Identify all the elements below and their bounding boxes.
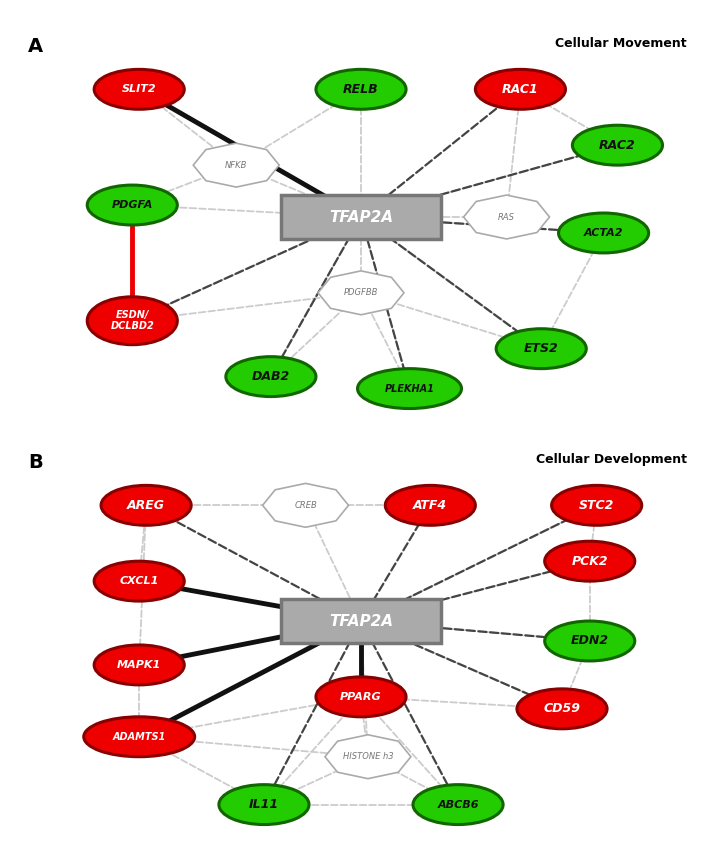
Text: A: A (28, 37, 43, 56)
Text: PPARG: PPARG (340, 692, 382, 702)
Text: ACTA2: ACTA2 (584, 228, 623, 238)
Ellipse shape (94, 561, 184, 601)
Ellipse shape (316, 677, 406, 717)
Ellipse shape (87, 185, 178, 225)
Text: ADAMTS1: ADAMTS1 (113, 732, 166, 742)
Ellipse shape (226, 357, 316, 396)
Text: B: B (28, 453, 43, 472)
Text: Cellular Movement: Cellular Movement (555, 37, 687, 50)
FancyBboxPatch shape (282, 195, 440, 239)
Polygon shape (325, 734, 411, 779)
Text: ETS2: ETS2 (524, 342, 559, 355)
Ellipse shape (544, 621, 635, 661)
Ellipse shape (94, 70, 184, 110)
Ellipse shape (94, 645, 184, 685)
Text: EDN2: EDN2 (570, 634, 609, 648)
Ellipse shape (544, 542, 635, 582)
Ellipse shape (413, 784, 503, 824)
Text: TFAP2A: TFAP2A (329, 210, 393, 224)
Text: ESDN/
DCLBD2: ESDN/ DCLBD2 (110, 311, 154, 331)
Text: STC2: STC2 (579, 499, 614, 512)
Text: CREB: CREB (294, 501, 317, 510)
Polygon shape (263, 483, 349, 527)
Ellipse shape (87, 297, 178, 345)
Ellipse shape (386, 486, 475, 526)
Text: PCK2: PCK2 (571, 554, 608, 568)
Text: RAC2: RAC2 (599, 138, 636, 152)
Text: Cellular Development: Cellular Development (536, 453, 687, 466)
Text: DAB2: DAB2 (252, 370, 290, 383)
Ellipse shape (517, 689, 607, 728)
Ellipse shape (552, 486, 642, 526)
Text: RAS: RAS (498, 212, 515, 222)
Text: MAPK1: MAPK1 (117, 660, 161, 670)
Text: RAC1: RAC1 (502, 83, 539, 96)
Polygon shape (464, 195, 549, 239)
Text: PDGFA: PDGFA (112, 200, 153, 210)
Text: CD59: CD59 (544, 702, 580, 716)
Text: TFAP2A: TFAP2A (329, 614, 393, 628)
Text: CXCL1: CXCL1 (120, 576, 159, 586)
Ellipse shape (573, 126, 663, 166)
Text: ABCB6: ABCB6 (438, 800, 479, 810)
Ellipse shape (316, 70, 406, 110)
Text: PLEKHA1: PLEKHA1 (385, 384, 435, 394)
Ellipse shape (101, 486, 191, 526)
Text: HISTONE h3: HISTONE h3 (343, 752, 393, 762)
Text: PDGFBB: PDGFBB (344, 289, 378, 297)
Polygon shape (193, 143, 279, 187)
Text: IL11: IL11 (249, 798, 279, 811)
Polygon shape (318, 271, 404, 315)
Ellipse shape (496, 329, 586, 368)
Text: NFKB: NFKB (225, 160, 248, 170)
Text: ATF4: ATF4 (413, 499, 448, 512)
Text: AREG: AREG (127, 499, 165, 512)
Ellipse shape (84, 717, 195, 756)
Ellipse shape (219, 784, 309, 824)
Ellipse shape (357, 368, 461, 408)
Text: SLIT2: SLIT2 (122, 84, 157, 94)
Text: RELB: RELB (343, 83, 379, 96)
Ellipse shape (475, 70, 565, 110)
Ellipse shape (559, 213, 648, 253)
FancyBboxPatch shape (282, 599, 440, 643)
